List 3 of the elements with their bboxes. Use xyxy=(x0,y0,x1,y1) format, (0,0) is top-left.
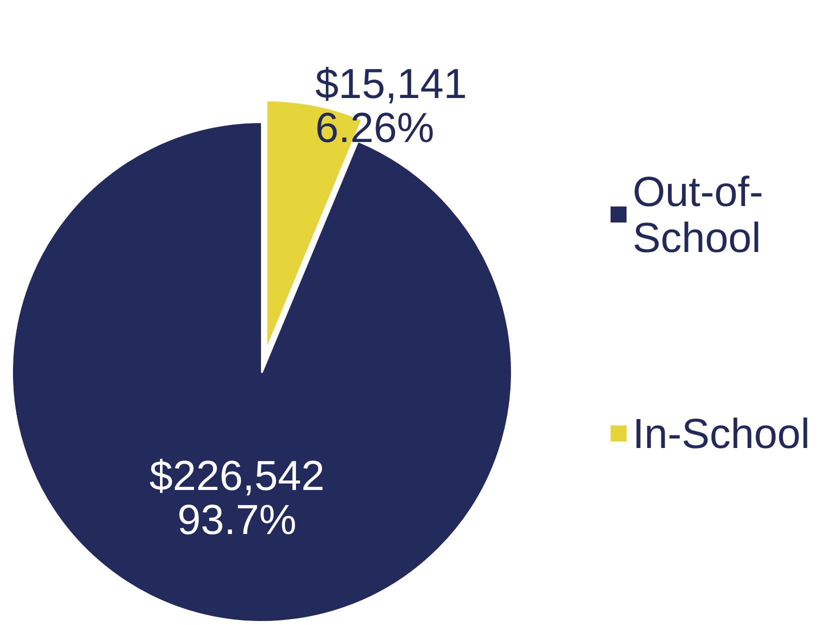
data-label: $226,542 93.7% xyxy=(149,452,325,544)
legend-label: Out-of-School xyxy=(632,168,764,261)
legend-label: In-School xyxy=(632,410,810,457)
